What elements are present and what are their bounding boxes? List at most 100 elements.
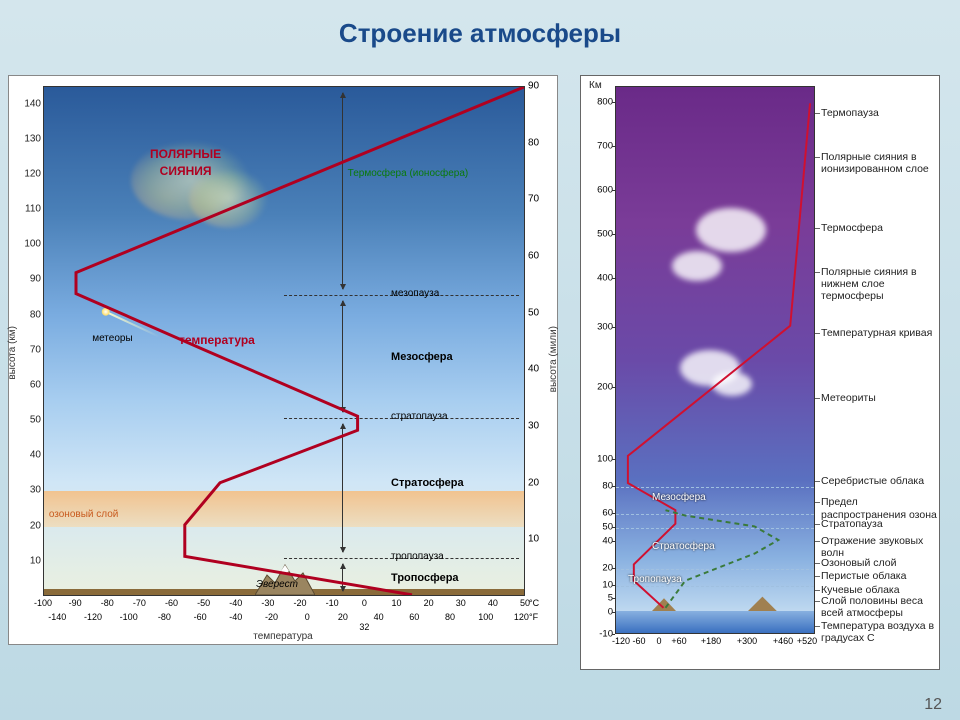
label-connector	[815, 524, 820, 525]
right-x-tick: +520	[797, 636, 817, 646]
right-y-tick: 400	[587, 272, 613, 283]
layer-label: ПОЛЯРНЫЕ	[150, 147, 221, 161]
right-side-label: Полярные сияния в нижнем слое термосферы	[821, 266, 939, 302]
right-inner-label: Стратосфера	[652, 541, 715, 552]
right-side-label: Термопауза	[821, 107, 939, 119]
y-left-tick: 120	[21, 168, 41, 179]
layer-label: температура	[179, 333, 255, 347]
left-plot-area: ПОЛЯРНЫЕСИЯНИЯТермосфера (ионосфера)мете…	[43, 86, 525, 596]
right-side-label: Полярные сияния в ионизированном слое	[821, 151, 939, 175]
layer-label: метеоры	[92, 333, 132, 344]
y-left-tick: 90	[21, 274, 41, 285]
label-connector	[815, 590, 820, 591]
tick-mark	[612, 527, 615, 528]
tick-mark	[612, 102, 615, 103]
tick-mark	[612, 612, 615, 613]
tick-mark	[612, 387, 615, 388]
x-f-tick: -100	[120, 612, 138, 622]
right-atmosphere-chart: Км МезосфераСтратосфераТропопауза -10051…	[580, 75, 940, 670]
x-c-tick: -40	[229, 598, 242, 608]
x-c-tick: -10	[326, 598, 339, 608]
x-c-tick: -30	[261, 598, 274, 608]
right-side-label: Метеориты	[821, 392, 939, 404]
left-atmosphere-chart: ПОЛЯРНЫЕСИЯНИЯТермосфера (ионосфера)мете…	[8, 75, 558, 645]
right-side-label: Температурная кривая	[821, 327, 939, 339]
right-y-tick: 50	[587, 522, 613, 533]
layer-label: озоновый слой	[49, 509, 119, 520]
y-right-tick: 60	[528, 251, 539, 262]
y-left-tick: 40	[21, 450, 41, 461]
label-connector	[815, 333, 820, 334]
layer-label: мезопауза	[391, 288, 439, 299]
x-f-tick: 120	[514, 612, 529, 622]
right-y-tick: 200	[587, 382, 613, 393]
tick-mark	[612, 146, 615, 147]
y-right-tick: 30	[528, 421, 539, 432]
x-c-tick: -70	[133, 598, 146, 608]
layer-label: Эверест	[256, 579, 298, 590]
x-c-tick: 10	[391, 598, 401, 608]
tick-mark	[612, 486, 615, 487]
right-y-tick: 100	[587, 453, 613, 464]
right-side-label: Слой половины веса всей атмосферы	[821, 595, 939, 619]
tick-mark	[612, 585, 615, 586]
label-connector	[815, 228, 820, 229]
y-right-tick: 90	[528, 81, 539, 92]
tick-mark	[612, 327, 615, 328]
page-title: Строение атмосферы	[0, 18, 960, 49]
right-side-label: Озоновый слой	[821, 557, 939, 569]
y-left-tick: 30	[21, 485, 41, 496]
layer-label: Тропосфера	[391, 572, 459, 584]
right-y-tick: 500	[587, 228, 613, 239]
right-side-label: Перистые облака	[821, 570, 939, 582]
right-y-tick: 700	[587, 141, 613, 152]
y-right-tick: 20	[528, 477, 539, 488]
x-c-tick: -90	[69, 598, 82, 608]
right-y-tick: 5	[587, 593, 613, 604]
y-right-axis-label: высота (мили)	[548, 326, 559, 392]
tick-mark	[612, 190, 615, 191]
x-f-tick: -140	[48, 612, 66, 622]
y-right-tick: 40	[528, 364, 539, 375]
y-left-tick: 110	[21, 204, 41, 215]
tick-mark	[612, 278, 615, 279]
x-c-unit: °С	[529, 598, 539, 608]
right-x-tick: -120	[612, 636, 630, 646]
f32-marker: 32	[359, 622, 369, 632]
right-x-tick: +300	[737, 636, 757, 646]
x-f-tick: 60	[409, 612, 419, 622]
x-c-tick: -20	[294, 598, 307, 608]
y-left-tick: 100	[21, 239, 41, 250]
tick-mark	[612, 234, 615, 235]
label-connector	[815, 563, 820, 564]
y-left-tick: 80	[21, 309, 41, 320]
layer-label: Мезосфера	[391, 351, 453, 363]
right-y-tick: 40	[587, 535, 613, 546]
right-x-tick: +60	[671, 636, 686, 646]
right-x-tick: -60	[632, 636, 645, 646]
right-side-label: Стратопауза	[821, 518, 939, 530]
label-connector	[815, 502, 820, 503]
y-left-tick: 20	[21, 520, 41, 531]
right-inner-label: Тропопауза	[628, 574, 682, 585]
y-left-tick: 50	[21, 415, 41, 426]
x-f-tick: -80	[158, 612, 171, 622]
x-c-tick: -100	[34, 598, 52, 608]
x-c-tick: -80	[101, 598, 114, 608]
x-f-tick: 100	[478, 612, 493, 622]
label-connector	[815, 481, 820, 482]
label-connector	[815, 157, 820, 158]
layer-label: СИЯНИЯ	[160, 164, 212, 178]
right-y-tick: 80	[587, 481, 613, 492]
y-right-tick: 70	[528, 194, 539, 205]
tick-mark	[612, 568, 615, 569]
right-y-tick: 800	[587, 97, 613, 108]
label-connector	[815, 576, 820, 577]
layer-label: стратопауза	[391, 411, 448, 422]
x-c-tick: -50	[197, 598, 210, 608]
right-y-tick: -10	[587, 629, 613, 640]
tick-mark	[612, 634, 615, 635]
x-f-unit: °F	[529, 612, 538, 622]
x-c-tick: -60	[165, 598, 178, 608]
y-right-tick: 80	[528, 137, 539, 148]
